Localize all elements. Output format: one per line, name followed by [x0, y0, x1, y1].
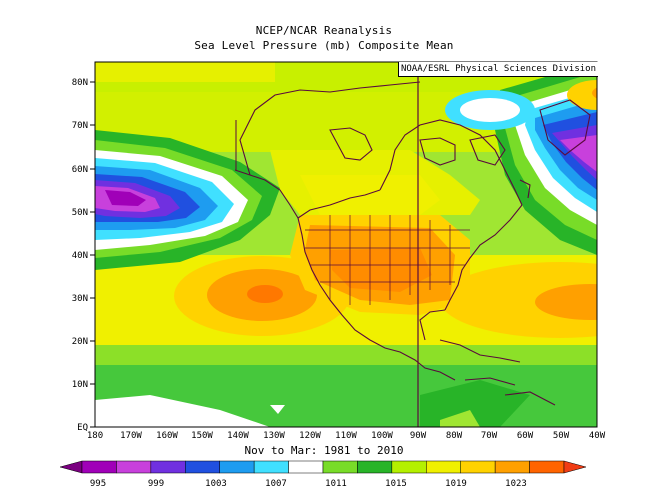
colorbar-label: 1011 [325, 479, 347, 489]
colorbar-label: 1019 [445, 479, 467, 489]
colorbar-right-arrow [563, 460, 587, 474]
colorbar-cell [322, 460, 358, 474]
lon-label: 80W [446, 431, 463, 441]
lat-label: 40N [72, 251, 88, 261]
lon-label: 170W [120, 431, 142, 441]
lat-label: 70N [72, 121, 88, 131]
lon-label: 110W [335, 431, 357, 441]
lon-label: 40W [589, 431, 606, 441]
lon-label: 160W [156, 431, 178, 441]
lon-label: 50W [553, 431, 570, 441]
colorbar-label: 999 [148, 479, 164, 489]
lat-label: 30N [72, 294, 88, 304]
lat-label: 10N [72, 380, 88, 390]
colorbar-label: 1003 [205, 479, 227, 489]
colorbar-left-arrow [59, 460, 83, 474]
map-title: NCEP/NCAR Reanalysis [255, 24, 393, 37]
colorbar-cell [288, 460, 324, 474]
lat-label: 20N [72, 337, 88, 347]
longitude-axis: 180 170W 160W 150W 140W 130W 120W 110W 1… [87, 431, 606, 441]
map-subtitle: Sea Level Pressure (mb) Composite Mean [194, 39, 454, 52]
lon-label: 90W [410, 431, 427, 441]
lon-label: 130W [263, 431, 285, 441]
pressure-field [95, 62, 597, 427]
lon-label: 100W [371, 431, 393, 441]
colorbar-cell [391, 460, 427, 474]
colorbar-cell [81, 460, 117, 474]
colorbar-cell [529, 460, 565, 474]
lon-label: 60W [517, 431, 534, 441]
colorbar-label: 1007 [265, 479, 287, 489]
colorbar-label: 995 [90, 479, 106, 489]
lon-label: 140W [227, 431, 249, 441]
lat-label: EQ [77, 423, 88, 433]
colorbar-label: 1023 [505, 479, 527, 489]
lat-label: 80N [72, 78, 88, 88]
credit-box: NOAA/ESRL Physical Sciences Division [398, 62, 598, 77]
colorbar-cell [219, 460, 255, 474]
lon-label: 70W [481, 431, 498, 441]
colorbar-cell [494, 460, 530, 474]
colorbar-cell [116, 460, 152, 474]
period-label: Nov to Mar: 1981 to 2010 [244, 444, 404, 457]
coastlines [234, 81, 591, 406]
colorbar-cell [460, 460, 496, 474]
lon-label: 180 [87, 431, 103, 441]
state-borders [305, 215, 470, 305]
colorbar: 995 999 1003 1007 1011 1015 1019 1023 [59, 460, 587, 489]
colorbar-label: 1015 [385, 479, 407, 489]
colorbar-cell [357, 460, 393, 474]
lat-label: 50N [72, 208, 88, 218]
latitude-axis: 80N 70N 60N 50N 40N 30N 20N 10N EQ [72, 78, 95, 433]
colorbar-cell [253, 460, 289, 474]
lon-label: 150W [191, 431, 213, 441]
lat-label: 60N [72, 165, 88, 175]
lon-label: 120W [299, 431, 321, 441]
colorbar-cell [150, 460, 186, 474]
colorbar-cell [426, 460, 461, 474]
colorbar-cell [185, 460, 220, 474]
plot-frame [94, 61, 598, 428]
